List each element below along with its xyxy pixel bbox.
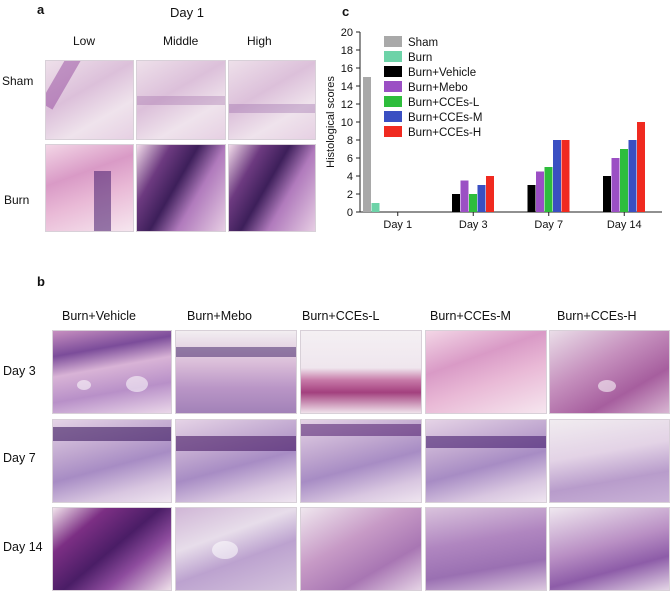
panel-b-row-day14: Day 14 — [3, 540, 43, 554]
bar-burn-cces-m-day-7 — [553, 140, 561, 212]
legend-entry: Sham — [408, 37, 438, 49]
panel-b-col-cces-m: Burn+CCEs-M — [430, 309, 511, 323]
bar-burn-cces-l-day-3 — [469, 194, 477, 212]
micrograph-a-burn-low — [45, 144, 134, 232]
bar-burn-mebo-day-14 — [611, 158, 620, 212]
bar-burn-cces-h-day-7 — [561, 140, 570, 212]
panel-c-letter: c — [342, 4, 350, 19]
legend-swatch — [384, 96, 402, 107]
legend-entry: Burn+Mebo — [408, 82, 468, 94]
bar-burn-cces-l-day-7 — [544, 167, 553, 212]
micrograph-b-mebo-day14 — [175, 507, 297, 591]
panel-a-col-middle: Middle — [163, 34, 199, 48]
bar-burn-vehicle-day-7 — [527, 185, 536, 212]
panel-b-col-vehicle: Burn+Vehicle — [62, 309, 137, 323]
y-axis-label: Histological scores — [325, 76, 337, 168]
micrograph-b-cces-m-day3 — [425, 330, 547, 414]
y-tick-label: 2 — [347, 189, 353, 201]
x-tick-label: Day 1 — [383, 219, 412, 231]
legend-swatch — [384, 111, 402, 122]
micrograph-b-mebo-day3 — [175, 330, 297, 414]
legend-entry: Burn+CCEs-H — [408, 127, 481, 139]
bar-sham-day-1 — [363, 77, 371, 212]
panel-b-col-cces-l: Burn+CCEs-L — [302, 309, 380, 323]
micrograph-b-cces-m-day7 — [425, 419, 547, 503]
micrograph-b-vehicle-day7 — [52, 419, 172, 503]
legend-swatch — [384, 66, 402, 77]
micrograph-b-cces-l-day3 — [300, 330, 422, 414]
micrograph-b-cces-l-day7 — [300, 419, 422, 503]
bar-burn-cces-m-day-3 — [477, 185, 486, 212]
micrograph-b-cces-h-day3 — [549, 330, 670, 414]
bar-burn-cces-h-day-3 — [486, 176, 494, 212]
x-tick-label: Day 7 — [534, 219, 563, 231]
panel-a-row-burn: Burn — [4, 193, 30, 207]
chart-legend: Sham Burn Burn+Vehicle Burn+Mebo Burn+CCEs-L… — [384, 36, 482, 139]
legend-swatch — [384, 51, 402, 62]
y-tick-label: 12 — [341, 99, 353, 111]
legend-swatch — [384, 126, 402, 137]
micrograph-b-cces-h-day14 — [549, 507, 670, 591]
y-tick-label: 10 — [341, 117, 353, 129]
panel-b-row-day7: Day 7 — [3, 451, 36, 465]
histological-score-chart: 0 2 4 6 8 10 12 14 16 18 20 Histological scores Day … — [325, 27, 662, 231]
chart-axes: 0 2 4 6 8 10 12 14 16 18 20 Histological scores Day … — [325, 27, 662, 231]
panel-b-row-day3: Day 3 — [3, 364, 36, 378]
legend-entry: Burn+CCEs-M — [408, 112, 482, 124]
y-tick-label: 14 — [341, 81, 353, 93]
chart-bars — [363, 77, 645, 212]
panel-a-col-low: Low — [73, 34, 96, 48]
micrograph-b-vehicle-day3 — [52, 330, 172, 414]
panel-a-col-high: High — [247, 34, 272, 48]
micrograph-a-sham-high — [228, 60, 316, 140]
bar-burn-mebo-day-3 — [460, 180, 469, 212]
y-tick-label: 4 — [347, 171, 353, 183]
micrograph-b-cces-h-day7 — [549, 419, 670, 503]
micrograph-a-burn-high — [228, 144, 316, 232]
y-tick-label: 6 — [347, 153, 353, 165]
legend-swatch — [384, 36, 402, 47]
micrograph-b-mebo-day7 — [175, 419, 297, 503]
y-tick-label: 16 — [341, 63, 353, 75]
bar-burn-vehicle-day-14 — [603, 176, 611, 212]
y-tick-label: 20 — [341, 27, 353, 39]
panel-a-row-sham: Sham — [2, 74, 34, 88]
panel-a-day-label: Day 1 — [170, 5, 204, 20]
bar-burn-mebo-day-7 — [536, 171, 544, 212]
bar-burn-cces-h-day-14 — [637, 122, 645, 212]
micrograph-a-burn-middle — [136, 144, 226, 232]
legend-entry: Burn+CCEs-L — [408, 97, 480, 109]
y-tick-label: 8 — [347, 135, 353, 147]
y-tick-label: 18 — [341, 45, 353, 57]
legend-entry: Burn+Vehicle — [408, 67, 476, 79]
x-tick-label: Day 3 — [459, 219, 488, 231]
panel-b-col-cces-h: Burn+CCEs-H — [557, 309, 637, 323]
bar-burn-cces-l-day-14 — [620, 149, 628, 212]
micrograph-a-sham-low — [45, 60, 134, 140]
x-tick-label: Day 14 — [607, 219, 642, 231]
legend-entry: Burn — [408, 52, 432, 64]
bar-burn-day-1 — [371, 203, 380, 212]
panel-a-letter: a — [37, 2, 45, 17]
micrograph-b-cces-l-day14 — [300, 507, 422, 591]
panel-b-col-mebo: Burn+Mebo — [187, 309, 252, 323]
legend-swatch — [384, 81, 402, 92]
micrograph-b-cces-m-day14 — [425, 507, 547, 591]
bar-burn-cces-m-day-14 — [628, 140, 637, 212]
y-tick-label: 0 — [347, 207, 353, 219]
bar-burn-vehicle-day-3 — [452, 194, 460, 212]
micrograph-a-sham-middle — [136, 60, 226, 140]
panel-b-letter: b — [37, 274, 45, 289]
micrograph-b-vehicle-day14 — [52, 507, 172, 591]
